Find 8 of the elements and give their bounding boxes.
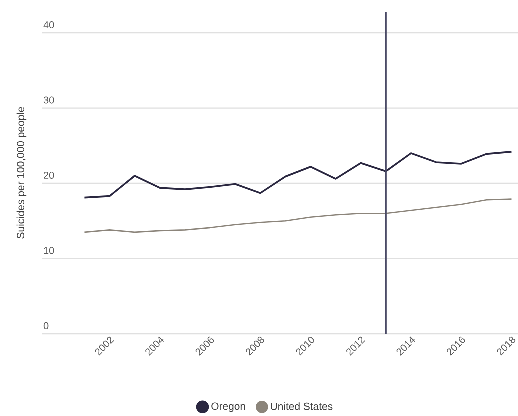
y-tick-label: 20 bbox=[44, 172, 54, 180]
legend-label: Oregon bbox=[212, 402, 246, 412]
y-tick-label: 10 bbox=[44, 247, 54, 254]
y-tick-label: 30 bbox=[44, 96, 54, 104]
y-tick-label: 0 bbox=[44, 322, 49, 330]
y-tick-label: 40 bbox=[44, 21, 54, 29]
y-axis-title: Suicides per 100,000 people bbox=[16, 107, 27, 239]
legend-label: United States bbox=[271, 402, 333, 410]
